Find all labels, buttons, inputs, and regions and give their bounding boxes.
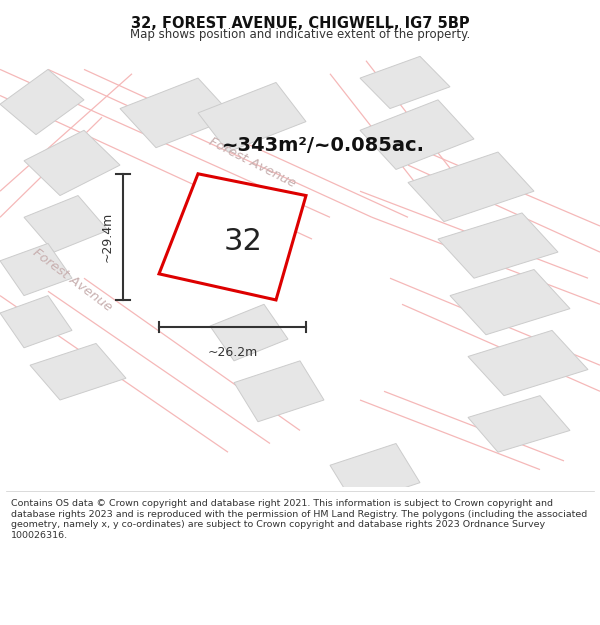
Polygon shape — [198, 82, 306, 152]
Polygon shape — [120, 78, 234, 148]
Polygon shape — [210, 304, 288, 361]
Polygon shape — [234, 361, 324, 422]
Polygon shape — [468, 331, 588, 396]
Text: Forest Avenue: Forest Avenue — [206, 136, 298, 191]
Text: Forest Avenue: Forest Avenue — [30, 246, 114, 314]
Polygon shape — [408, 152, 534, 222]
Polygon shape — [24, 196, 108, 252]
Polygon shape — [360, 100, 474, 169]
Text: ~343m²/~0.085ac.: ~343m²/~0.085ac. — [222, 136, 425, 155]
Polygon shape — [360, 56, 450, 109]
Polygon shape — [468, 396, 570, 452]
Polygon shape — [0, 296, 72, 348]
Text: Map shows position and indicative extent of the property.: Map shows position and indicative extent… — [130, 28, 470, 41]
Text: Contains OS data © Crown copyright and database right 2021. This information is : Contains OS data © Crown copyright and d… — [11, 499, 587, 539]
Text: ~26.2m: ~26.2m — [208, 346, 257, 359]
Polygon shape — [0, 243, 72, 296]
Text: 32, FOREST AVENUE, CHIGWELL, IG7 5BP: 32, FOREST AVENUE, CHIGWELL, IG7 5BP — [131, 16, 469, 31]
Polygon shape — [0, 69, 84, 134]
Polygon shape — [30, 344, 126, 400]
Polygon shape — [24, 130, 120, 196]
Text: ~29.4m: ~29.4m — [101, 212, 114, 262]
Polygon shape — [180, 196, 294, 265]
Polygon shape — [450, 269, 570, 335]
Text: 32: 32 — [224, 227, 262, 256]
Polygon shape — [438, 213, 558, 278]
Polygon shape — [330, 444, 420, 504]
Polygon shape — [159, 174, 306, 300]
